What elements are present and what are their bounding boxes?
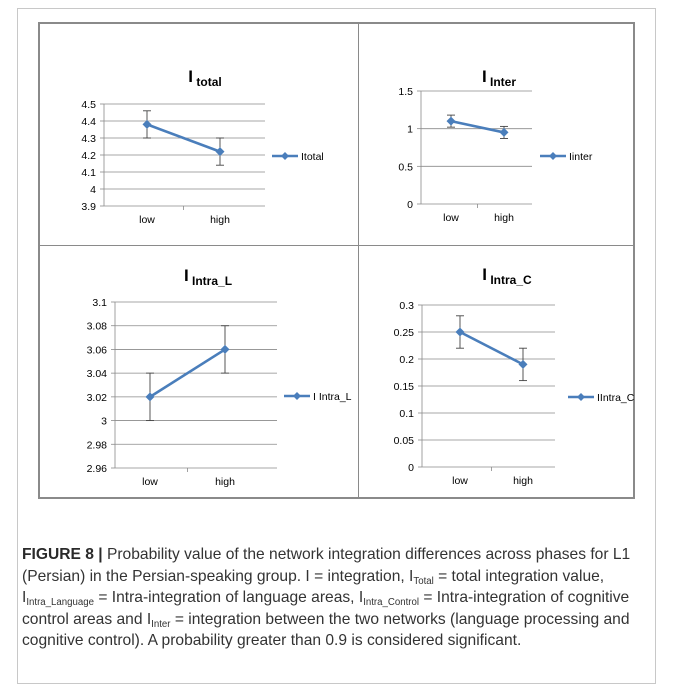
chart-panel-intra-l: I Intra_L 2.96 2.98 3 3.02 3.04 3.06 3.08 3.1 low… (39, 245, 359, 498)
figure-label: FIGURE 8 | (22, 546, 103, 563)
legend-marker (577, 393, 585, 401)
caption-text-1: Probability value of the network integra… (22, 546, 631, 585)
chart-panel-intra-c: I Intra_C 0 0.05 0.1 0.15 0.2 0.25 0.3 low high II… (358, 245, 635, 498)
y-tick-label: 4.5 (81, 99, 96, 111)
symbol-i-inter: I (146, 610, 152, 628)
data-point (142, 119, 152, 129)
y-tick-label: 2.98 (87, 439, 108, 451)
legend-label: Itotal (301, 151, 324, 163)
chart-panel-inter: I Inter 0 0.5 1 1.5 low high Iinter (358, 23, 634, 246)
symbol-i-total: I (409, 567, 414, 585)
legend-marker (549, 152, 557, 160)
data-point (446, 116, 456, 126)
y-tick-label: 0 (408, 462, 414, 474)
caption-text-4: = Intra-integration of cognitive control… (22, 589, 630, 628)
legend-label: I Intra_L (313, 391, 352, 403)
y-tick-label: 0.5 (398, 161, 413, 173)
x-tick-label: low (452, 475, 468, 487)
y-tick-label: 1.5 (398, 86, 413, 98)
chart-title: I Intra_L (184, 266, 232, 288)
symbol-sub-intra-control: Intra_Control (363, 596, 420, 608)
y-tick-label: 0.15 (394, 381, 415, 393)
y-tick-label: 4.2 (81, 150, 96, 162)
y-tick-label: 3.04 (87, 368, 108, 380)
y-tick-label: 0.3 (399, 300, 414, 312)
legend-marker (293, 392, 301, 400)
y-tick-label: 4.3 (81, 133, 96, 145)
y-tick-label: 3 (101, 416, 107, 428)
series-line (149, 348, 226, 398)
data-point (455, 327, 465, 337)
chart-title: I Inter (482, 67, 516, 89)
symbol-sub-total: Total (413, 575, 434, 587)
y-tick-label: 0.25 (394, 327, 415, 339)
figure-caption: FIGURE 8 | Probability value of the netw… (22, 544, 652, 652)
x-tick-label: high (210, 214, 230, 226)
symbol-sub-inter: Inter (151, 618, 171, 630)
symbol-sub-intra-language: Intra_Language (26, 596, 94, 608)
data-point (518, 359, 528, 369)
x-tick-label: low (139, 214, 155, 226)
y-tick-label: 0.05 (394, 435, 415, 447)
chart-title: I total (188, 67, 221, 89)
chart-title: I Intra_C (482, 265, 532, 287)
series-line (459, 330, 524, 366)
y-tick-label: 4 (90, 184, 96, 196)
y-tick-label: 3.06 (87, 344, 108, 356)
data-point (499, 127, 509, 137)
x-tick-label: high (215, 476, 235, 488)
caption-text-5: = integration between the two networks (… (22, 610, 630, 650)
symbol-i-intra-language: I (22, 589, 27, 606)
chart-grid: I total 3.9 4 4.1 4.2 4.3 4.4 4.5 low high Itotal … (38, 22, 635, 499)
chart-panel-total: I total 3.9 4 4.1 4.2 4.3 4.4 4.5 low high Itotal (39, 23, 359, 246)
chart-intra-c: I Intra_C 0 0.05 0.1 0.15 0.2 0.25 0.3 low high II… (394, 265, 635, 487)
data-point (215, 147, 225, 157)
x-tick-label: high (513, 475, 533, 487)
chart-total: I total 3.9 4 4.1 4.2 4.3 4.4 4.5 low high Itotal (81, 67, 324, 226)
symbol-i-intra-control: I (358, 589, 364, 606)
data-point (220, 344, 230, 354)
y-tick-label: 3.02 (87, 392, 108, 404)
y-tick-label: 3.9 (81, 201, 96, 213)
y-tick-label: 0 (407, 199, 413, 211)
x-tick-label: low (142, 476, 158, 488)
caption-text-2: = total integration value, (433, 567, 605, 585)
legend-label: IIntra_C (597, 392, 635, 404)
y-tick-label: 0.2 (399, 354, 414, 366)
x-tick-label: high (494, 212, 514, 224)
y-tick-label: 3.1 (92, 297, 107, 309)
chart-intra-l: I Intra_L 2.96 2.98 3 3.02 3.04 3.06 3.08 3.1 low… (87, 266, 352, 488)
y-tick-label: 3.08 (87, 321, 108, 333)
caption-text-3: = Intra-integration of language areas, (94, 589, 359, 606)
x-tick-label: low (443, 212, 459, 224)
legend-marker (281, 152, 289, 160)
y-tick-label: 4.4 (81, 116, 96, 128)
data-point (145, 392, 155, 402)
y-tick-label: 0.1 (399, 408, 414, 420)
y-tick-label: 1 (407, 124, 413, 136)
y-tick-label: 4.1 (81, 167, 96, 179)
series-line (146, 123, 221, 153)
chart-inter: I Inter 0 0.5 1 1.5 low high Iinter (398, 67, 593, 224)
legend-label: Iinter (569, 151, 593, 163)
series-line (450, 119, 505, 134)
y-tick-label: 2.96 (87, 463, 108, 475)
